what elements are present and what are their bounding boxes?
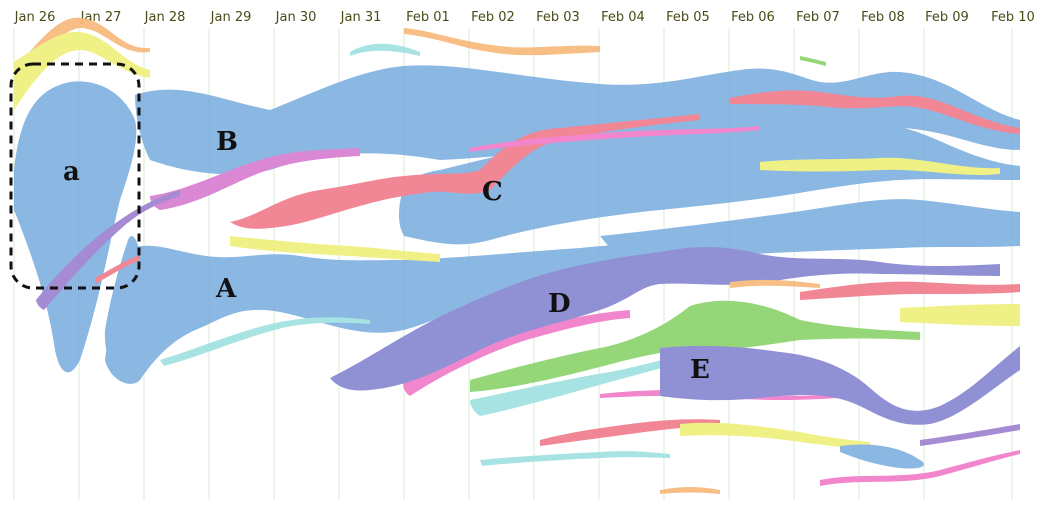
stream-cyan-left	[160, 317, 370, 366]
label-D: D	[548, 289, 571, 319]
stream-red-upper	[730, 90, 1020, 134]
stream-orange-top	[14, 17, 150, 78]
stream-cyan-bottom	[480, 451, 670, 466]
stream-red-right	[800, 281, 1020, 300]
stream-pink-D	[403, 310, 630, 396]
cluster-labels: a B A C D E	[63, 127, 710, 385]
date-axis: Jan 26 Jan 27 Jan 28 Jan 29 Jan 30 Jan 3…	[14, 10, 1035, 25]
label-B: B	[216, 127, 238, 157]
date-label: Feb 02	[471, 10, 515, 25]
date-label: Feb 08	[861, 10, 905, 25]
stream-red-left	[95, 255, 140, 284]
stream-magenta-left	[150, 148, 360, 210]
stream-purple-E	[660, 345, 1020, 425]
stream-yellow-lower-right	[900, 304, 1020, 326]
date-label: Jan 26	[14, 10, 56, 25]
stream-yellow-bottom	[680, 422, 870, 450]
date-label: Feb 05	[666, 10, 710, 25]
date-label: Feb 03	[536, 10, 580, 25]
stream-blue-A	[105, 230, 1020, 384]
stream-blue-left-arm	[104, 235, 141, 377]
stream-red-central	[230, 114, 700, 229]
date-label: Feb 06	[731, 10, 775, 25]
stream-purple-D	[330, 247, 1000, 391]
stream-pink-bottom	[820, 450, 1020, 486]
stream-yellow-mid	[230, 236, 440, 262]
label-A: A	[215, 274, 237, 304]
date-label: Jan 30	[275, 10, 317, 25]
stream-yellow-top	[14, 31, 150, 111]
stream-yellow-right	[760, 157, 1000, 175]
storyline-streams	[14, 17, 1021, 494]
date-label: Feb 01	[406, 10, 450, 25]
date-label: Feb 07	[796, 10, 840, 25]
stream-pink-fine-1	[470, 126, 760, 152]
stream-orange-bottom	[660, 487, 720, 494]
stream-violet-right-fine	[920, 424, 1020, 446]
stream-red-lower	[540, 419, 720, 446]
stream-green-top	[800, 56, 826, 66]
cluster-a-highlight	[9, 62, 141, 290]
stream-blue-C	[398, 122, 1021, 245]
stream-cyan-lower	[470, 356, 680, 416]
stream-blue-a	[14, 81, 137, 373]
stream-violet-left	[36, 190, 180, 310]
date-label: Jan 31	[340, 10, 382, 25]
date-label: Feb 09	[925, 10, 969, 25]
date-label: Jan 29	[210, 10, 252, 25]
stream-orange-right	[730, 279, 820, 288]
stream-cyan-top	[350, 43, 420, 56]
date-label: Jan 28	[144, 10, 186, 25]
stream-blue-bottom-right	[840, 444, 924, 469]
stream-blue-right-mid	[600, 199, 1020, 260]
label-C: C	[482, 177, 503, 207]
stream-orange-feb	[404, 28, 600, 56]
date-label: Feb 04	[601, 10, 645, 25]
date-label: Feb 10	[991, 10, 1035, 25]
label-a: a	[63, 157, 80, 187]
label-E: E	[690, 355, 710, 385]
